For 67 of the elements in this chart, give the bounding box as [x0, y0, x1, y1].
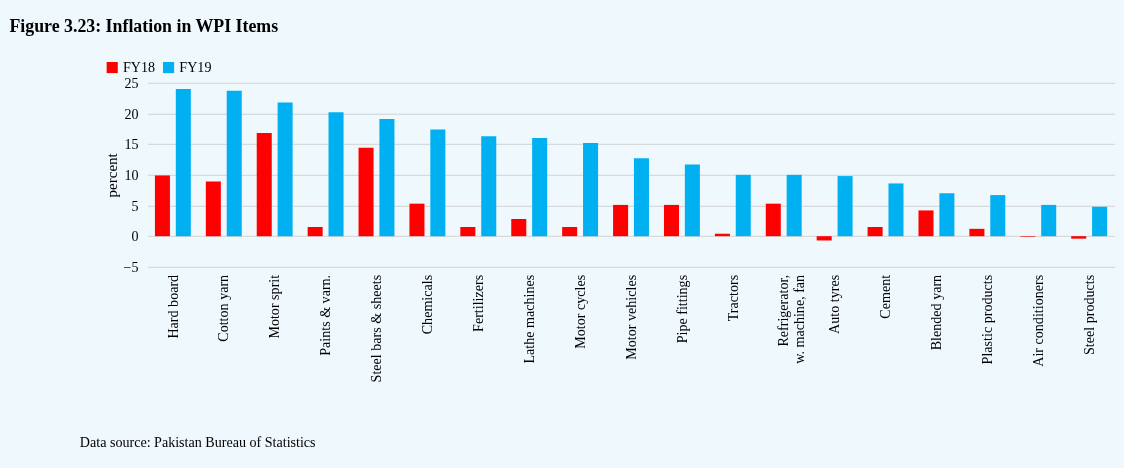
bar [1041, 204, 1057, 237]
bar [532, 138, 548, 237]
x-tick-label: Blended yarn [928, 274, 945, 351]
x-tick-label: Pipe fittings [673, 274, 690, 344]
bar [867, 226, 883, 237]
bar [175, 88, 191, 237]
bar [583, 142, 599, 237]
x-tick-label: Lathe machines [520, 274, 537, 364]
x-tick-label: Hard board [164, 274, 181, 339]
x-tick-label: Cement [877, 274, 894, 319]
source-note: Data source: Pakistan Bureau of Statistics [79, 434, 316, 451]
bar [663, 204, 679, 237]
bar [765, 203, 781, 237]
bar [1071, 236, 1087, 239]
x-tick-label: Fertilizers [470, 274, 486, 332]
bar [460, 226, 476, 237]
chart-title: Figure 3.23: Inflation in WPI Items [9, 16, 279, 37]
bar [154, 175, 170, 237]
legend-label: FY18 [123, 59, 156, 76]
bar [358, 147, 374, 237]
bar [837, 176, 853, 237]
x-tick-label: Refrigerator, w. machine, fan [775, 274, 808, 364]
y-tick-label: 0 [131, 228, 139, 245]
bar [786, 174, 802, 237]
y-tick-label: −5 [123, 259, 139, 276]
bar [226, 90, 242, 237]
bar [511, 219, 527, 237]
y-tick-label: 20 [124, 105, 139, 122]
x-tick-label: Chemicals [419, 274, 436, 335]
bar [328, 112, 344, 237]
bar [990, 195, 1006, 237]
bar [277, 102, 293, 237]
x-tick-label: Motor vehicles [622, 274, 639, 360]
bar [735, 174, 751, 237]
bar [939, 193, 955, 237]
x-tick-label: Auto tyres [826, 274, 843, 334]
x-tick-label: Steel products [1080, 274, 1097, 355]
y-tick-label: 5 [131, 197, 139, 214]
y-axis-title: percent [103, 152, 120, 198]
x-tick-label: Paints & varn. [317, 274, 334, 356]
legend-label: FY19 [179, 59, 212, 76]
bar [256, 133, 272, 237]
bar [816, 236, 832, 241]
x-tick-label: Motor cycles [571, 274, 588, 349]
bar [1092, 206, 1108, 237]
y-tick-label: 10 [124, 167, 139, 184]
bar [481, 136, 497, 237]
y-tick-label: 25 [124, 74, 139, 91]
bar [613, 204, 629, 237]
bar [379, 119, 395, 237]
bar [430, 129, 446, 237]
x-tick-label: Air conditioners [1029, 274, 1046, 367]
bar [633, 158, 649, 237]
x-tick-label: Plastic products [979, 274, 996, 365]
bar [409, 203, 425, 237]
x-tick-label: Tractors [724, 274, 741, 322]
bar [918, 210, 934, 237]
bar [562, 226, 578, 237]
bar [888, 183, 904, 237]
bar [307, 226, 323, 237]
bar [684, 164, 700, 237]
y-tick-label: 15 [124, 136, 139, 153]
bar [969, 228, 985, 237]
x-tick-label: Motor sprit [266, 274, 283, 339]
x-tick-label: Steel bars & sheets [368, 274, 385, 383]
x-tick-label: Cotton yarn [215, 274, 232, 342]
bar [205, 181, 221, 237]
